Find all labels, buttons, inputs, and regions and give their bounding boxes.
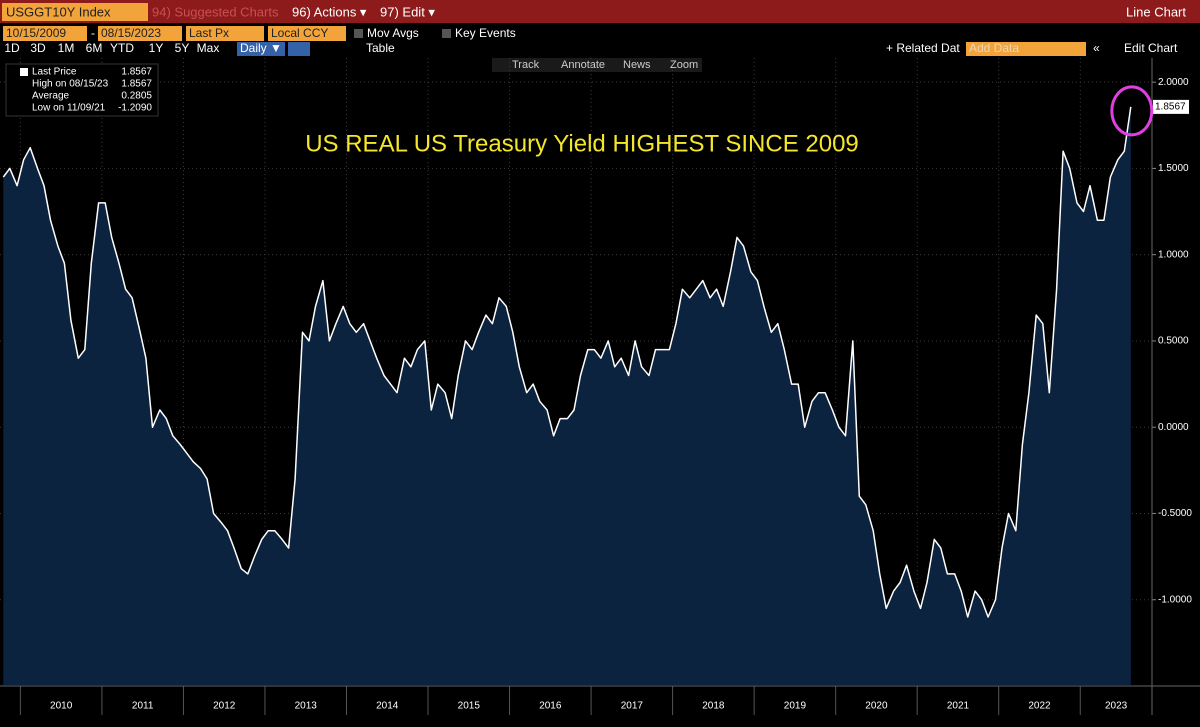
- field-box[interactable]: [186, 26, 264, 41]
- view-name: Line Chart: [1126, 4, 1186, 19]
- legend-value: 0.2805: [121, 91, 152, 102]
- period-button[interactable]: 1Y: [149, 41, 164, 55]
- currency[interactable]: Local CCY: [271, 26, 328, 40]
- end-date[interactable]: 08/15/2023: [101, 26, 161, 40]
- period-button[interactable]: 6M: [86, 41, 103, 55]
- x-tick-label: 2022: [1028, 701, 1051, 712]
- legend-value: -1.2090: [118, 103, 152, 114]
- x-tick-label: 2017: [621, 701, 644, 712]
- legend-label: Last Price: [32, 67, 77, 78]
- frequency-box[interactable]: [237, 42, 285, 56]
- tool-bar: [492, 58, 702, 72]
- last-price-tag: [1153, 99, 1189, 114]
- tool-button[interactable]: Track: [512, 59, 540, 71]
- date-box[interactable]: [98, 26, 182, 41]
- tool-button[interactable]: News: [623, 59, 651, 71]
- annotation: US REAL US Treasury Yield HIGHEST SINCE …: [305, 130, 859, 157]
- period-button[interactable]: 1D: [4, 41, 20, 55]
- field[interactable]: Last Px: [189, 26, 229, 40]
- date-separator: -: [91, 26, 95, 40]
- y-tick-label: -1.0000: [1158, 594, 1192, 605]
- period-button[interactable]: 5Y: [175, 41, 190, 55]
- table-button[interactable]: Table: [366, 41, 395, 55]
- x-tick-label: 2014: [376, 701, 399, 712]
- start-date[interactable]: 10/15/2009: [6, 26, 66, 40]
- x-tick-label: 2020: [865, 701, 888, 712]
- checkbox[interactable]: [354, 29, 363, 38]
- y-tick-label: -0.5000: [1158, 508, 1192, 519]
- highlight-circle: [1110, 85, 1154, 137]
- title-bar: [0, 0, 1200, 23]
- chart-icon[interactable]: [288, 42, 310, 56]
- add-data[interactable]: Add Data: [969, 41, 1019, 55]
- x-tick-label: 2012: [213, 701, 236, 712]
- x-tick-label: 2021: [947, 701, 970, 712]
- legend-box: [5, 63, 159, 117]
- edit-menu[interactable]: 97) Edit ▾: [380, 4, 435, 19]
- x-tick-label: 2018: [702, 701, 725, 712]
- legend-label: Low on 11/09/21: [32, 103, 106, 114]
- y-tick-label: 2.0000: [1158, 77, 1189, 88]
- add-data-box[interactable]: [966, 42, 1086, 56]
- legend-label: High on 08/15/23: [32, 79, 109, 90]
- period-button[interactable]: Max: [197, 41, 220, 55]
- x-tick-label: 2010: [50, 701, 73, 712]
- related-data[interactable]: + Related Dat: [886, 41, 960, 55]
- edit-chart[interactable]: Edit Chart: [1124, 41, 1178, 55]
- mov-avgs[interactable]: Mov Avgs: [367, 26, 419, 40]
- ticker[interactable]: USGGT10Y Index: [6, 4, 111, 19]
- key-events[interactable]: Key Events: [455, 26, 516, 40]
- legend-label: Average: [32, 91, 70, 102]
- y-tick-label: 0.5000: [1158, 336, 1189, 347]
- frequency[interactable]: Daily ▼: [240, 41, 282, 55]
- collapse[interactable]: «: [1093, 41, 1100, 55]
- x-tick-label: 2023: [1105, 701, 1128, 712]
- y-tick-label: 0.0000: [1158, 422, 1189, 433]
- x-tick-label: 2019: [784, 701, 807, 712]
- suggested-charts[interactable]: 94) Suggested Charts: [152, 4, 279, 19]
- tool-button[interactable]: Annotate: [561, 59, 605, 71]
- period-button[interactable]: 3D: [30, 41, 46, 55]
- actions-menu[interactable]: 96) Actions ▾: [292, 4, 367, 19]
- x-tick-label: 2015: [458, 701, 481, 712]
- date-box[interactable]: [3, 26, 87, 41]
- x-tick-label: 2011: [132, 701, 154, 712]
- tool-button[interactable]: Zoom: [670, 59, 698, 71]
- area: [3, 106, 1131, 685]
- period-button[interactable]: 1M: [58, 41, 75, 55]
- x-tick-label: 2013: [295, 701, 318, 712]
- y-tick-label: 1.5000: [1158, 163, 1189, 174]
- checkbox[interactable]: [442, 29, 451, 38]
- period-button[interactable]: YTD: [110, 41, 134, 55]
- x-tick-label: 2016: [539, 701, 562, 712]
- y-tick-label: 1.0000: [1158, 249, 1189, 260]
- legend-value: 1.8567: [121, 79, 152, 90]
- line: [2, 106, 1132, 618]
- last-price-label: 1.8567: [1155, 102, 1186, 113]
- legend-value: 1.8567: [121, 67, 152, 78]
- currency-box[interactable]: [268, 26, 346, 41]
- legend-swatch: [20, 68, 28, 76]
- ticker-box[interactable]: [2, 3, 148, 21]
